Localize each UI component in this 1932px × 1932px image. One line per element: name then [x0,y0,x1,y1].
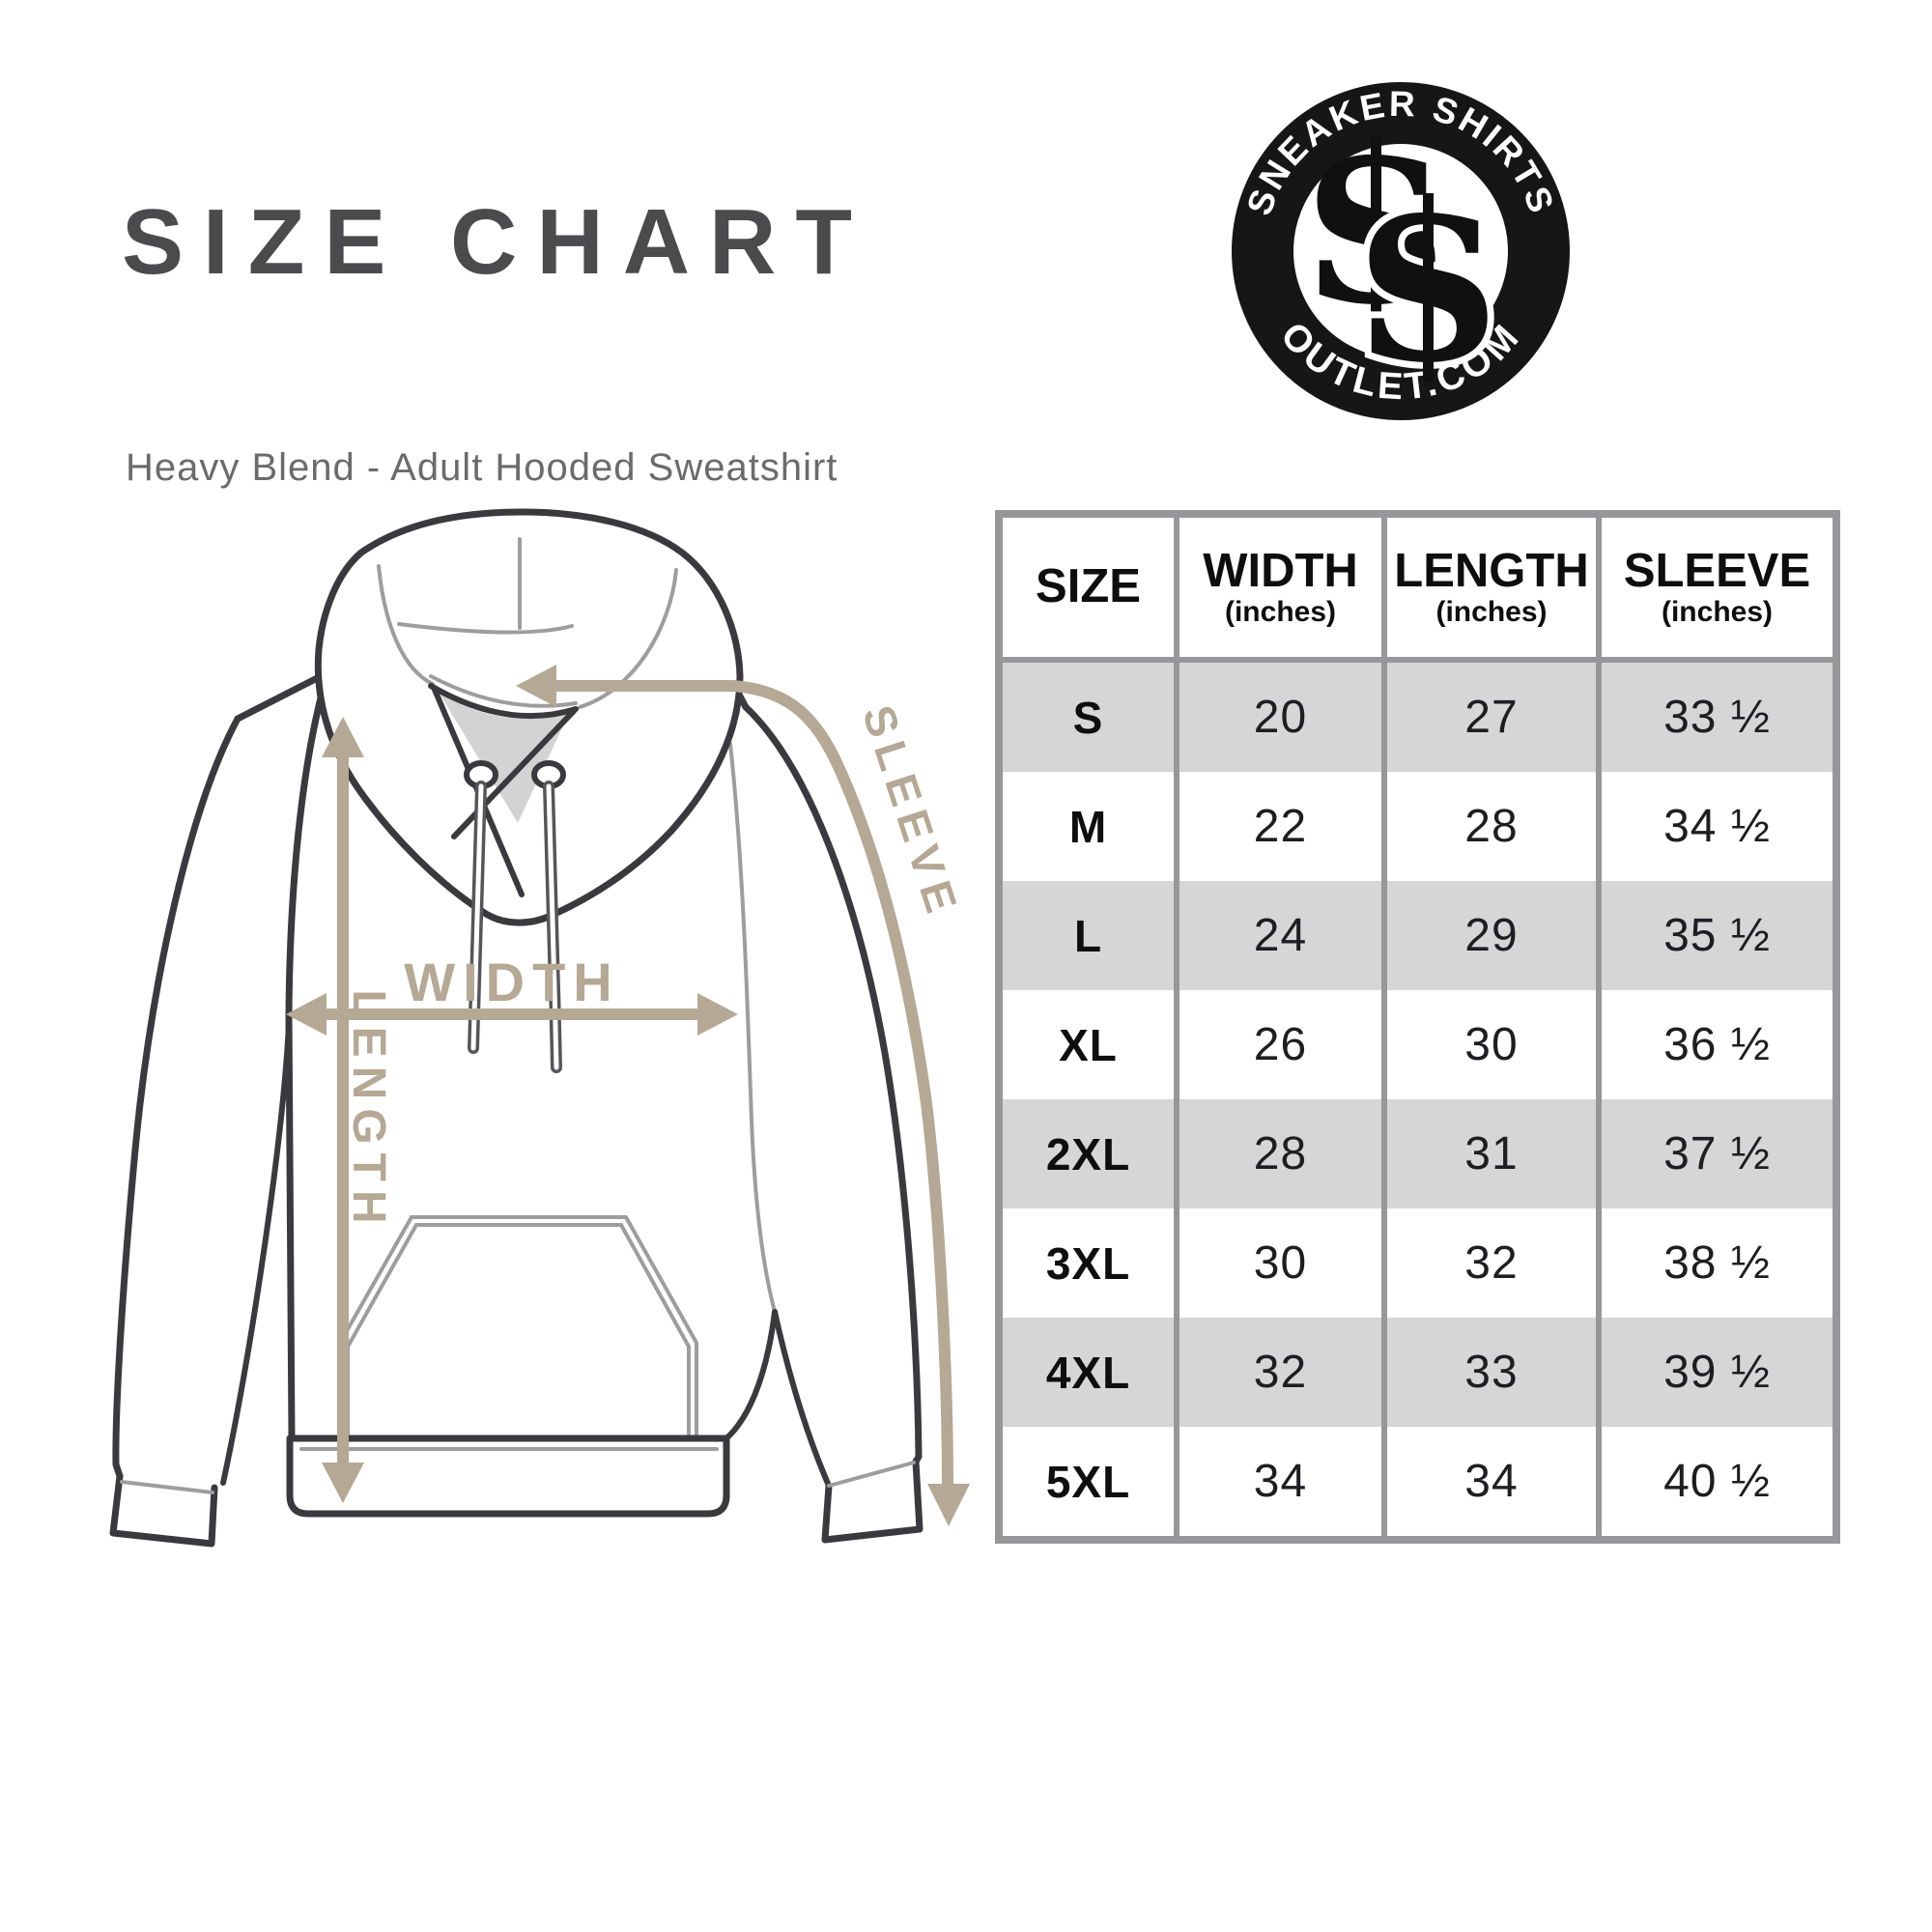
length-label: LENGTH [343,989,394,1232]
table-cell-4xl-width: 32 [1179,1318,1387,1427]
table-header-size: SIZE [1003,518,1179,663]
hem-band [286,1435,730,1518]
table-cell-xl-length: 30 [1387,990,1602,1099]
table-header-sleeve: SLEEVE (inches) [1602,518,1833,663]
left-shoulder-line [234,668,332,723]
table-cell-s-length: 27 [1387,663,1602,772]
table-cell-4xl-length: 33 [1387,1318,1602,1427]
table-header-length: LENGTH (inches) [1387,518,1602,663]
sleeve-arrow-line [541,680,953,1487]
table-cell-m-size: M [1003,772,1179,881]
hood-v-right-line [451,708,577,839]
monogram-bar-2 [1423,193,1434,383]
collar-line [428,683,579,720]
table-cell-xl-size: XL [1003,990,1179,1099]
table-cell-l-sleeve: 35 ½ [1602,881,1833,990]
table-cell-s-size: S [1003,663,1179,772]
table-cell-m-width: 22 [1179,772,1387,881]
table-cell-l-size: L [1003,881,1179,990]
table-cell-xl-sleeve: 36 ½ [1602,990,1833,1099]
table-cell-2xl-size: 2XL [1003,1099,1179,1208]
table-header-width: WIDTH (inches) [1179,518,1387,663]
right-cuff-seam [827,1461,916,1488]
table-cell-2xl-length: 31 [1387,1099,1602,1208]
table-cell-m-sleeve: 34 ½ [1602,772,1833,881]
collar-seam [429,674,578,708]
logo-ring-circle [1232,82,1570,420]
pocket-outer-line [338,1215,698,1440]
width-arrow-head-left [286,993,327,1036]
table-cell-2xl-sleeve: 37 ½ [1602,1099,1833,1208]
width-label: WIDTH [404,952,620,1012]
logo-monogram: S S S [1304,117,1506,413]
right-cuff [821,1458,923,1544]
left-inner-sleeve-seam [220,1021,292,1486]
left-sleeve-outline [112,715,242,1480]
sleeve-arrow-head-bottom [927,1484,970,1526]
monogram-bar-1 [1371,137,1381,327]
table-cell-3xl-length: 32 [1387,1208,1602,1318]
table-cell-3xl-size: 3XL [1003,1208,1179,1318]
table-cell-s-width: 20 [1179,663,1387,772]
width-arrow-head-right [697,993,738,1036]
table-cell-l-width: 24 [1179,881,1387,990]
right-armpit-curve [724,1309,778,1441]
sleeve-arrow-head-left [516,665,556,707]
table-cell-4xl-sleeve: 39 ½ [1602,1318,1833,1427]
table-cell-m-length: 28 [1387,772,1602,881]
right-body-seam [728,742,777,1314]
hood-fold-line [397,622,574,635]
table-cell-3xl-width: 30 [1179,1208,1387,1318]
hoodie-illustration [109,508,923,1548]
table-cell-5xl-length: 34 [1387,1427,1602,1536]
length-arrow-head-top [322,717,364,757]
left-body-seam [285,672,330,1442]
length-arrow-head-bottom [322,1463,364,1503]
page-subtitle: Heavy Blend - Adult Hooded Sweatshirt [126,446,838,489]
right-sleeve-outline [742,703,923,1465]
neck-shade-triangle [440,694,570,823]
right-drawstring [546,783,559,1070]
page-title: SIZE CHART [122,190,871,294]
table-cell-4xl-size: 4XL [1003,1318,1179,1427]
right-inner-sleeve-seam [772,1309,832,1489]
pocket-inner-line [346,1223,691,1440]
table-cell-xl-width: 26 [1179,990,1387,1099]
hood-inner-right [578,568,678,709]
table-cell-s-sleeve: 33 ½ [1602,663,1833,772]
table-cell-3xl-sleeve: 38 ½ [1602,1208,1833,1318]
hood-inner-left [377,564,435,686]
size-table: SIZE WIDTH (inches) LENGTH (inches) SLEE… [995,510,1840,1544]
table-cell-l-length: 29 [1387,881,1602,990]
brand-logo: SNEAKER SHIRTS OUTLET.COM S S S [1232,82,1570,420]
left-cuff-seam [120,1480,214,1494]
left-cuff [109,1472,218,1548]
table-cell-5xl-size: 5XL [1003,1427,1179,1536]
table-cell-5xl-width: 34 [1179,1427,1387,1536]
table-cell-2xl-width: 28 [1179,1099,1387,1208]
table-cell-5xl-sleeve: 40 ½ [1602,1427,1833,1536]
sleeve-label: SLEEVE [853,699,969,925]
